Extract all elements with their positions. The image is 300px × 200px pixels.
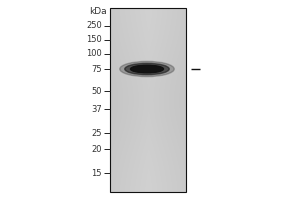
Text: 15: 15 bbox=[91, 168, 102, 178]
Text: 100: 100 bbox=[86, 49, 102, 58]
Ellipse shape bbox=[120, 61, 174, 77]
Text: kDa: kDa bbox=[89, 6, 106, 16]
Ellipse shape bbox=[125, 63, 169, 75]
Text: 75: 75 bbox=[91, 64, 102, 73]
Text: 250: 250 bbox=[86, 21, 102, 30]
Bar bbox=[110, 8, 186, 192]
Text: 50: 50 bbox=[91, 86, 102, 96]
Text: 20: 20 bbox=[91, 144, 102, 154]
Text: 150: 150 bbox=[86, 36, 102, 45]
Ellipse shape bbox=[130, 65, 164, 73]
Text: 25: 25 bbox=[91, 129, 102, 138]
Text: 37: 37 bbox=[91, 105, 102, 114]
